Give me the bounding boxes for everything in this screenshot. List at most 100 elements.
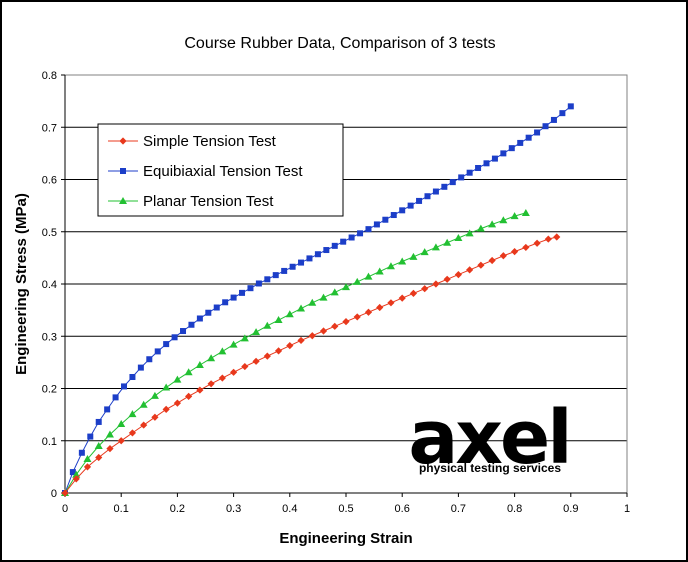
data-point xyxy=(286,342,294,350)
data-point xyxy=(151,413,159,421)
axel-logo: axel physical testing services xyxy=(408,395,572,481)
data-point xyxy=(83,455,92,463)
y-tick-label: 0.8 xyxy=(42,70,57,82)
y-tick-label: 0 xyxy=(51,488,57,500)
y-axis-label: Engineering Stress (MPa) xyxy=(13,193,30,375)
data-point xyxy=(230,368,238,376)
data-point xyxy=(297,304,306,312)
data-point xyxy=(348,234,355,241)
y-tick-label: 0.6 xyxy=(42,175,57,187)
data-point xyxy=(83,463,92,471)
data-point xyxy=(230,294,237,301)
data-point xyxy=(289,263,296,270)
x-tick-label: 0.4 xyxy=(282,503,297,515)
data-point xyxy=(184,368,193,376)
data-point xyxy=(331,242,338,249)
chart-title: Course Rubber Data, Comparison of 3 test… xyxy=(184,35,495,52)
data-point xyxy=(146,356,153,363)
data-point xyxy=(465,229,474,237)
data-point xyxy=(319,327,328,335)
x-tick-label: 0.2 xyxy=(170,503,185,515)
data-point xyxy=(409,289,418,298)
data-point xyxy=(386,262,395,270)
data-point xyxy=(407,202,414,209)
data-point xyxy=(449,179,456,186)
data-point xyxy=(195,360,204,368)
data-point xyxy=(542,123,549,130)
data-point xyxy=(398,257,407,265)
data-point xyxy=(297,336,305,345)
legend-marker xyxy=(119,137,127,145)
data-point xyxy=(533,239,541,247)
data-point xyxy=(117,437,125,445)
data-point xyxy=(525,134,532,141)
data-point xyxy=(420,248,429,256)
tick-labels: 0 0.1 0.2 0.3 0.4 0.5 0.6 0.7 0.8 0 0.1 0.2 0.3 0.4 0.… xyxy=(42,70,630,515)
data-point xyxy=(78,449,85,456)
data-point xyxy=(72,475,80,483)
y-tick-label: 0.1 xyxy=(42,436,57,448)
data-point xyxy=(376,303,384,312)
data-point xyxy=(521,208,530,216)
series-square xyxy=(62,103,574,496)
data-point xyxy=(87,433,94,440)
data-point xyxy=(272,272,279,279)
data-point xyxy=(69,469,76,476)
x-tick-label: 1 xyxy=(624,503,630,515)
data-point xyxy=(163,341,170,348)
data-point xyxy=(252,357,260,365)
logo-tagline: physical testing services xyxy=(419,461,561,475)
data-point xyxy=(483,160,490,167)
data-point xyxy=(443,275,451,283)
data-point xyxy=(550,116,557,123)
data-point xyxy=(255,280,262,287)
data-point xyxy=(207,354,216,362)
data-point xyxy=(342,283,350,291)
data-point xyxy=(454,270,462,279)
data-point xyxy=(365,226,372,233)
data-point xyxy=(357,230,364,237)
data-point xyxy=(424,193,431,200)
data-point xyxy=(180,328,187,335)
data-point xyxy=(534,129,541,136)
data-point xyxy=(499,252,507,260)
data-point xyxy=(488,256,496,265)
data-point xyxy=(150,391,159,399)
data-point xyxy=(441,183,448,190)
data-point xyxy=(285,310,294,318)
data-point xyxy=(185,392,193,400)
legend-label: Planar Tension Test xyxy=(143,193,274,210)
data-point xyxy=(117,420,126,428)
data-point xyxy=(205,309,212,316)
data-point xyxy=(264,276,271,283)
data-point xyxy=(319,293,328,301)
data-point xyxy=(274,316,283,324)
legend-label: Equibiaxial Tension Test xyxy=(143,163,303,180)
data-point xyxy=(306,255,313,262)
data-point xyxy=(139,400,148,408)
x-tick-label: 0.6 xyxy=(395,503,410,515)
data-point xyxy=(476,224,485,232)
data-point xyxy=(308,332,316,340)
data-point xyxy=(298,259,305,266)
series-diamond xyxy=(61,233,561,497)
data-point xyxy=(128,429,137,437)
data-point xyxy=(104,406,111,413)
x-tick-label: 0 xyxy=(62,503,68,515)
data-point xyxy=(229,340,238,348)
data-point xyxy=(387,299,395,307)
data-point xyxy=(308,298,317,306)
data-point xyxy=(137,364,144,371)
data-point xyxy=(239,289,246,296)
data-point xyxy=(207,380,215,388)
data-point xyxy=(196,315,203,322)
data-point xyxy=(218,374,226,382)
data-point xyxy=(364,272,373,280)
data-point xyxy=(106,444,114,453)
data-point xyxy=(61,489,69,497)
y-tick-label: 0.2 xyxy=(42,384,57,396)
data-point xyxy=(373,221,380,228)
data-point xyxy=(112,394,119,401)
data-point xyxy=(432,188,439,195)
